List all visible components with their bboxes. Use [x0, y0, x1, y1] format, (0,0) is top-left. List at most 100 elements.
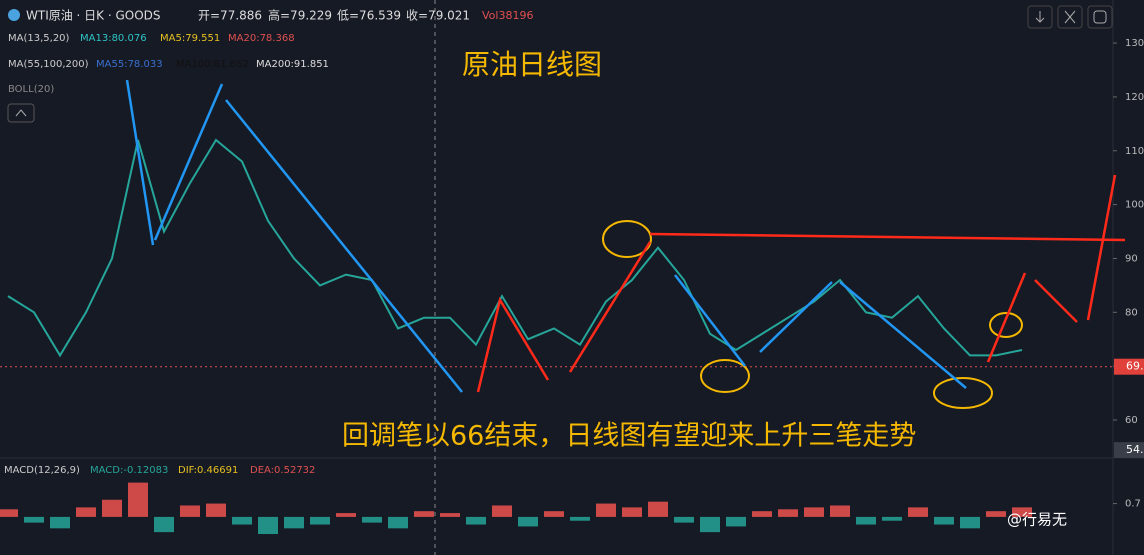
- close-button[interactable]: [1057, 5, 1083, 29]
- y-tick-label: 110: [1125, 146, 1144, 157]
- macd-bar: [830, 505, 850, 517]
- macd-bar: [596, 503, 616, 517]
- macd-bar: [570, 516, 590, 521]
- ma55: MA55:78.033: [96, 59, 163, 70]
- macd-bar: [232, 516, 252, 525]
- price-line: [7, 138, 1023, 358]
- collapse-button[interactable]: [7, 103, 35, 123]
- macd-bar: [674, 516, 694, 523]
- symbol: WTI原油 · 日K · GOODS: [26, 9, 161, 23]
- macd-bar: [440, 513, 460, 517]
- close: 收=79.021: [406, 9, 470, 23]
- y-tick-label: 120: [1125, 92, 1144, 103]
- macd-bar: [726, 516, 746, 527]
- ma20: MA20:78.368: [228, 33, 295, 44]
- plot: 6070809010011012013069.54.0.7: [0, 38, 1144, 535]
- volume: Vol38196: [482, 9, 533, 22]
- highlight-circle: [602, 220, 652, 258]
- highlight-circle: [989, 312, 1023, 338]
- y-tick-label: 100: [1125, 200, 1144, 211]
- dif-value: DIF:0.46691: [178, 465, 238, 476]
- annotation-title: 原油日线图: [462, 48, 602, 81]
- macd-bar: [804, 507, 824, 517]
- down-button[interactable]: [1027, 5, 1053, 29]
- trend-arrow: [153, 83, 224, 241]
- macd-bar: [362, 516, 382, 523]
- macd-bar: [76, 507, 96, 517]
- ma100: MA100:81.652: [176, 59, 249, 70]
- macd-bar: [778, 509, 798, 517]
- boll: BOLL(20): [8, 84, 54, 95]
- macd-bar: [908, 507, 928, 517]
- macd-bar: [934, 516, 954, 525]
- price-axis-bg: [1113, 0, 1144, 555]
- trend-arrow: [759, 281, 833, 353]
- macd-bar: [206, 503, 226, 517]
- macd-bar: [284, 516, 304, 529]
- highlight-circle: [700, 359, 750, 393]
- collapse-icon: [15, 109, 27, 117]
- macd-bar: [310, 516, 330, 525]
- macd-bar: [128, 482, 148, 517]
- trend-arrow: [125, 79, 155, 246]
- macd-bar: [622, 507, 642, 517]
- ma200: MA200:91.851: [256, 59, 329, 70]
- trend-arrow: [476, 296, 550, 393]
- macd-bar: [50, 516, 70, 529]
- forecast-arrow: [986, 272, 1027, 363]
- y-tick-label: 130: [1125, 38, 1144, 49]
- macd-bar: [102, 499, 122, 517]
- macd-bar: [0, 509, 18, 517]
- y-tick-label: 90: [1125, 253, 1138, 264]
- macd-bar: [960, 516, 980, 529]
- macd-bar: [258, 516, 278, 535]
- macd-bar: [336, 513, 356, 517]
- macd-bar: [986, 511, 1006, 517]
- price-tag-bg: [1114, 358, 1144, 375]
- macd-bar: [1012, 507, 1032, 517]
- dea-value: DEA:0.52732: [250, 465, 315, 476]
- macd-bar: [544, 511, 564, 517]
- target-line: [649, 232, 1126, 242]
- price-tag: 54.: [1126, 443, 1144, 456]
- macd-bar: [856, 516, 876, 525]
- y-tick-label: 60: [1125, 415, 1138, 426]
- low: 低=76.539: [337, 9, 401, 23]
- forecast-arrow: [1086, 174, 1117, 321]
- refresh-button[interactable]: [1087, 5, 1113, 29]
- ma13: MA13:80.076: [80, 33, 147, 44]
- ma-group: MA(55,100,200): [8, 59, 89, 70]
- macd-bar: [180, 505, 200, 517]
- symbol-icon: [8, 9, 20, 21]
- macd-bar: [648, 501, 668, 517]
- macd-value: MACD:-0.12083: [90, 465, 168, 476]
- close-icon: [1064, 10, 1076, 24]
- high: 高=79.229: [268, 8, 332, 23]
- refresh-icon: [1093, 10, 1107, 24]
- macd-bar: [414, 511, 434, 517]
- macd-bar: [752, 511, 772, 517]
- y-tick-label: 0.7: [1125, 499, 1141, 510]
- trend-arrow: [225, 99, 463, 393]
- price-tag-bg: [1114, 442, 1144, 459]
- trend-arrow: [568, 241, 652, 373]
- macd-bar: [466, 516, 486, 525]
- down-icon: [1035, 11, 1045, 23]
- price-tag: 69.: [1126, 360, 1144, 373]
- highlight-circle: [933, 377, 993, 409]
- macd-bar: [700, 516, 720, 533]
- ma-group: MA(13,5,20): [8, 33, 70, 44]
- macd-bar: [24, 516, 44, 523]
- trend-arrow: [839, 281, 967, 389]
- macd-bar: [492, 505, 512, 517]
- macd-bar: [882, 516, 902, 521]
- y-tick-label: 80: [1125, 307, 1138, 318]
- ma5: MA5:79.551: [160, 33, 220, 44]
- macd-title: MACD(12,26,9): [4, 465, 80, 476]
- watermark: @行易无: [1007, 511, 1067, 529]
- open: 开=77.886: [198, 9, 262, 23]
- macd-bar: [388, 516, 408, 529]
- macd-bar: [518, 516, 538, 527]
- macd-bar: [154, 516, 174, 533]
